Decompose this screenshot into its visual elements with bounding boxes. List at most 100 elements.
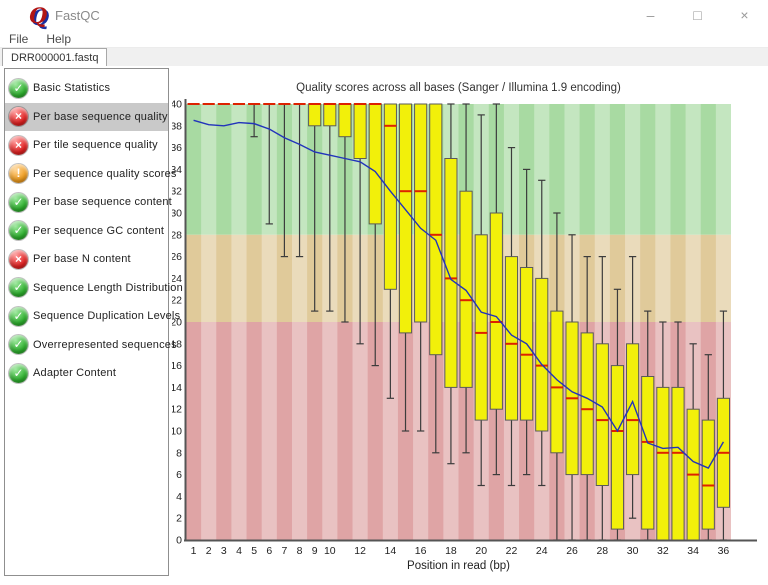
menu-file[interactable]: File	[9, 31, 29, 46]
y-tick-label: 0	[176, 535, 182, 547]
y-tick-label: 2	[176, 513, 182, 525]
x-tick-label: 2	[206, 545, 212, 557]
menu-help[interactable]: Help	[46, 31, 72, 46]
boxplot-column-26	[565, 234, 579, 541]
tab-drr000001-fastq[interactable]: DRR000001.fastq	[2, 48, 108, 67]
x-tick-label: 12	[354, 545, 366, 557]
y-tick-label: 40	[172, 99, 182, 111]
y-tick-label: 16	[172, 360, 182, 372]
sidebar-item-per-base-sequence-content[interactable]: ✓ Per base sequence content	[5, 188, 172, 217]
boxplot-column-7	[278, 103, 291, 258]
sidebar-item-adapter-content[interactable]: ✓ Adapter Content	[5, 359, 168, 388]
column-stripe	[261, 104, 277, 540]
minimize-button[interactable]: –	[646, 7, 655, 23]
sidebar-item-label: Per sequence GC content	[33, 224, 165, 237]
x-tick-label: 18	[445, 545, 457, 557]
sidebar-item-label: Adapter Content	[33, 367, 117, 380]
y-tick-label: 6	[176, 469, 182, 481]
x-tick-label: 28	[596, 545, 608, 557]
x-tick-label: 4	[236, 545, 242, 557]
boxplot-column-36	[716, 310, 730, 541]
y-tick-label: 22	[172, 295, 182, 307]
boxplot-column-5	[248, 103, 261, 138]
x-tick-label: 3	[221, 545, 227, 557]
pass-status-icon: ✓	[9, 306, 28, 326]
sidebar-item-overrepresented-sequences[interactable]: ✓ Overrepresented sequences	[5, 331, 177, 360]
fail-status-icon: ×	[9, 249, 28, 269]
window-title: FastQC	[55, 8, 100, 23]
boxplot-column-9	[308, 103, 322, 312]
column-stripe	[322, 104, 338, 540]
x-tick-label: 34	[687, 545, 699, 557]
sidebar-item-label: Per tile sequence quality	[33, 139, 158, 152]
ok-quality-zone	[186, 234, 731, 322]
sidebar-item-label: Per base sequence quality	[33, 110, 168, 123]
y-tick-label: 18	[172, 338, 182, 350]
x-tick-label: 22	[506, 545, 518, 557]
sidebar-item-sequence-duplication-levels[interactable]: ✓ Sequence Duplication Levels	[5, 302, 180, 331]
y-tick-label: 26	[172, 251, 182, 263]
x-tick-label: 9	[312, 545, 318, 557]
main-content: ✓ Basic Statistics × Per base sequence qual…	[0, 66, 768, 580]
fail-status-icon: ×	[9, 135, 28, 155]
boxplot-column-25	[550, 212, 564, 541]
report-section-list: ✓ Basic Statistics × Per base sequence qual…	[4, 68, 183, 576]
sidebar-item-per-tile-sequence-quality[interactable]: × Per tile sequence quality	[5, 131, 168, 160]
boxplot-column-10	[323, 103, 337, 312]
boxplot-column-13	[368, 103, 382, 367]
sidebar-item-label: Basic Statistics	[33, 82, 111, 95]
x-tick-label: 1	[191, 545, 197, 557]
sidebar-item-per-sequence-quality-scores[interactable]: ! Per sequence quality scores	[5, 160, 176, 189]
boxplot-column-14	[383, 103, 397, 399]
y-tick-label: 12	[172, 404, 182, 416]
sidebar-item-per-base-n-content[interactable]: × Per base N content	[5, 245, 168, 274]
sidebar-item-sequence-length-distribution[interactable]: ✓ Sequence Length Distribution	[5, 274, 183, 303]
x-tick-label: 5	[251, 545, 257, 557]
y-tick-label: 8	[176, 447, 182, 459]
boxplot-column-12	[353, 103, 367, 345]
sidebar-item-label: Sequence Length Distribution	[33, 281, 183, 294]
x-tick-label: 8	[297, 545, 303, 557]
x-tick-label: 32	[657, 545, 669, 557]
pass-status-icon: ✓	[9, 192, 28, 212]
sidebar-item-label: Sequence Duplication Levels	[33, 310, 181, 323]
y-tick-label: 4	[176, 491, 182, 503]
maximize-button[interactable]: □	[693, 7, 702, 23]
sidebar-item-label: Per base sequence content	[33, 196, 172, 209]
sidebar-item-basic-statistics[interactable]: ✓ Basic Statistics	[5, 74, 168, 103]
boxplot-column-19	[459, 103, 473, 454]
x-tick-label: 14	[385, 545, 397, 557]
x-axis-label: Position in read (bp)	[407, 560, 510, 572]
boxplot-column-31	[641, 310, 655, 541]
chart-title: Quality scores across all bases (Sanger …	[296, 82, 621, 94]
column-stripe	[201, 104, 217, 540]
boxplot-column-18	[444, 103, 458, 465]
y-tick-label: 38	[172, 120, 182, 132]
boxplot-column-29	[610, 288, 625, 541]
x-tick-label: 26	[566, 545, 578, 557]
boxplot-column-11	[338, 103, 352, 323]
boxplot-column-32	[656, 321, 670, 541]
x-tick-label: 10	[324, 545, 336, 557]
y-tick-label: 14	[172, 382, 182, 394]
boxplot-column-24	[535, 179, 549, 487]
quality-chart-area: Quality scores across all bases (Sanger …	[170, 66, 768, 580]
fail-status-icon: ×	[9, 107, 28, 127]
mean-quality-line	[193, 119, 725, 469]
sidebar-item-label: Per base N content	[33, 253, 131, 266]
per-base-quality-boxplot: Quality scores across all bases (Sanger …	[170, 82, 757, 572]
boxplot-column-17	[429, 103, 443, 454]
fastqc-logo-icon: Q	[28, 3, 48, 28]
y-tick-label: 24	[172, 273, 182, 285]
sidebar-item-per-sequence-gc-content[interactable]: ✓ Per sequence GC content	[5, 217, 168, 246]
close-button[interactable]: ×	[740, 7, 749, 23]
y-tick-label: 36	[172, 142, 182, 154]
pass-status-icon: ✓	[9, 221, 28, 241]
x-tick-label: 36	[718, 545, 730, 557]
x-tick-label: 7	[281, 545, 287, 557]
sidebar-item-per-base-sequence-quality[interactable]: × Per base sequence quality	[5, 102, 168, 131]
x-tick-label: 20	[475, 545, 487, 557]
warn-status-icon: !	[9, 164, 28, 184]
boxplot-column-8	[293, 103, 306, 258]
boxplot-column-20	[474, 114, 488, 487]
